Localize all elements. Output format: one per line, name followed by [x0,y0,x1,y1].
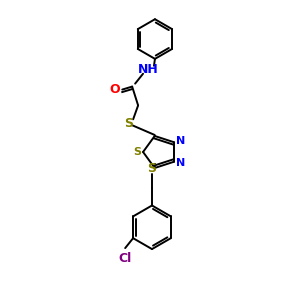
Text: S: S [133,147,141,157]
Text: S: S [148,162,157,175]
Text: N: N [176,136,185,146]
Text: O: O [109,83,120,96]
Text: Cl: Cl [118,252,132,265]
Text: S: S [124,117,133,130]
Text: NH: NH [138,63,158,76]
Text: N: N [176,158,185,168]
